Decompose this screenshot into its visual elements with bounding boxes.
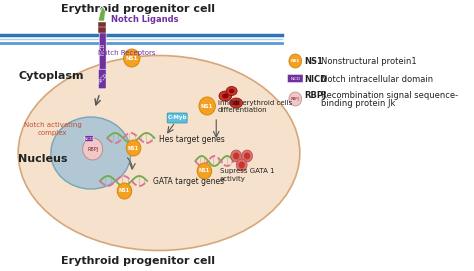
- Text: NS1: NS1: [126, 56, 138, 60]
- Circle shape: [289, 92, 301, 106]
- Text: Notch activating
complex: Notch activating complex: [24, 122, 82, 136]
- Text: Inhibit erythroid cells
differentiation: Inhibit erythroid cells differentiation: [218, 99, 292, 112]
- Text: RBPJ: RBPJ: [87, 147, 98, 151]
- Text: NS1: NS1: [291, 59, 300, 63]
- FancyBboxPatch shape: [167, 113, 187, 123]
- Text: RBPJ: RBPJ: [291, 97, 300, 101]
- Circle shape: [126, 140, 141, 156]
- Text: Erythroid progenitor cell: Erythroid progenitor cell: [61, 256, 215, 266]
- FancyBboxPatch shape: [288, 75, 303, 82]
- Ellipse shape: [226, 86, 237, 95]
- Circle shape: [124, 49, 140, 67]
- Circle shape: [82, 138, 103, 160]
- Ellipse shape: [230, 98, 243, 108]
- Circle shape: [199, 97, 215, 115]
- Text: Hes target genes: Hes target genes: [159, 134, 225, 144]
- Text: Erythroid progenitor cell: Erythroid progenitor cell: [61, 4, 215, 14]
- Text: Notch intracellular domain: Notch intracellular domain: [321, 75, 433, 83]
- Text: NS1: NS1: [119, 189, 130, 193]
- Text: Cytoplasm: Cytoplasm: [18, 71, 84, 81]
- Text: NS1: NS1: [304, 56, 323, 66]
- Circle shape: [244, 153, 250, 160]
- Circle shape: [197, 163, 212, 179]
- Ellipse shape: [233, 101, 239, 105]
- Ellipse shape: [51, 117, 131, 189]
- Text: Notch Receptors: Notch Receptors: [98, 50, 155, 56]
- Text: Supress GATA 1
activity: Supress GATA 1 activity: [220, 169, 274, 182]
- FancyBboxPatch shape: [85, 136, 93, 141]
- Polygon shape: [98, 6, 105, 21]
- FancyBboxPatch shape: [99, 32, 106, 72]
- Text: NICD: NICD: [84, 137, 94, 140]
- Circle shape: [242, 150, 253, 162]
- Circle shape: [236, 159, 247, 171]
- Ellipse shape: [18, 56, 300, 250]
- Text: GATA target genes: GATA target genes: [153, 178, 224, 186]
- Circle shape: [233, 153, 239, 160]
- Text: Notch Ligands: Notch Ligands: [111, 15, 178, 24]
- Text: NS1: NS1: [128, 146, 139, 150]
- Circle shape: [117, 183, 132, 199]
- Text: NICD: NICD: [100, 43, 105, 55]
- Circle shape: [238, 162, 245, 169]
- Text: Recombination signal sequence-: Recombination signal sequence-: [321, 92, 458, 101]
- Text: NICD: NICD: [290, 77, 301, 81]
- Ellipse shape: [222, 93, 228, 98]
- Text: RBPJ: RBPJ: [304, 92, 327, 101]
- Text: NS1: NS1: [199, 169, 210, 173]
- Text: Nonstructural protein1: Nonstructural protein1: [321, 56, 416, 66]
- Bar: [98, 26, 106, 33]
- Ellipse shape: [219, 91, 232, 101]
- Text: C-Myb: C-Myb: [167, 115, 187, 121]
- FancyBboxPatch shape: [98, 69, 106, 89]
- Text: NICD: NICD: [97, 73, 109, 85]
- Text: NS1: NS1: [201, 104, 213, 108]
- Bar: [98, 22, 106, 27]
- Ellipse shape: [229, 89, 235, 93]
- Text: binding protein Jk: binding protein Jk: [321, 99, 395, 108]
- Circle shape: [289, 54, 301, 68]
- Circle shape: [231, 150, 242, 162]
- Text: NICD: NICD: [304, 75, 328, 83]
- Text: Nucleus: Nucleus: [18, 154, 68, 164]
